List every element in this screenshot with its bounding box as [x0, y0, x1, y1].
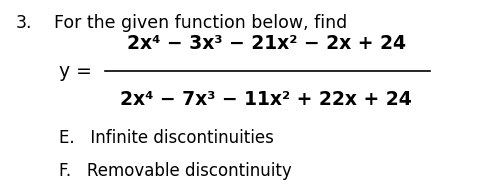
Text: 3.: 3.: [16, 14, 32, 32]
Text: 2x⁴ − 7x³ − 11x² + 22x + 24: 2x⁴ − 7x³ − 11x² + 22x + 24: [120, 90, 412, 109]
Text: For the given function below, find: For the given function below, find: [54, 14, 348, 32]
Text: 2x⁴ − 3x³ − 21x² − 2x + 24: 2x⁴ − 3x³ − 21x² − 2x + 24: [126, 34, 406, 53]
Text: E.   Infinite discontinuities: E. Infinite discontinuities: [59, 129, 274, 147]
Text: F.   Removable discontinuity: F. Removable discontinuity: [59, 162, 292, 180]
Text: y =: y =: [59, 62, 92, 81]
